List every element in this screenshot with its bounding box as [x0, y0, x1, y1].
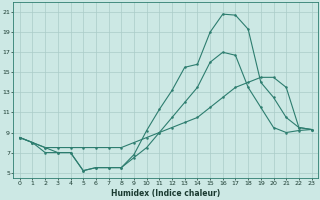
X-axis label: Humidex (Indice chaleur): Humidex (Indice chaleur): [111, 189, 220, 198]
